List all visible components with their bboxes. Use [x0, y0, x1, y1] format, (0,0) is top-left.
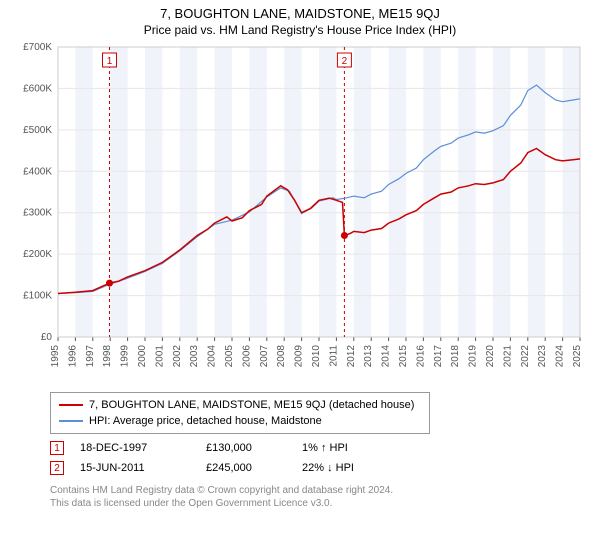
footer-line-1: Contains HM Land Registry data © Crown c…: [50, 484, 590, 497]
legend-label-property: 7, BOUGHTON LANE, MAIDSTONE, ME15 9QJ (d…: [89, 399, 414, 411]
svg-text:2017: 2017: [433, 345, 444, 368]
event-row-2: 2 15-JUN-2011 £245,000 22% ↓ HPI: [50, 458, 590, 478]
svg-text:2008: 2008: [276, 345, 287, 368]
svg-text:2014: 2014: [381, 345, 392, 368]
svg-text:1999: 1999: [120, 345, 131, 368]
svg-text:1995: 1995: [50, 345, 61, 368]
svg-text:2022: 2022: [520, 345, 531, 368]
line-chart-svg: £0 £100K £200K £300K £400K £500K £600K £700K 199…: [10, 41, 590, 381]
svg-text:1996: 1996: [67, 345, 78, 368]
svg-text:2006: 2006: [241, 345, 252, 368]
legend-label-hpi: HPI: Average price, detached house, Maid…: [89, 415, 322, 427]
svg-text:2009: 2009: [294, 345, 305, 368]
svg-text:2025: 2025: [572, 345, 583, 368]
svg-text:£600K: £600K: [23, 83, 52, 94]
svg-text:2005: 2005: [224, 345, 235, 368]
svg-text:£400K: £400K: [23, 166, 52, 177]
event-pct-2: 22% ↓ HPI: [302, 462, 392, 474]
legend-item-property: 7, BOUGHTON LANE, MAIDSTONE, ME15 9QJ (d…: [59, 397, 421, 413]
svg-text:2021: 2021: [502, 345, 513, 368]
svg-text:£700K: £700K: [23, 42, 52, 53]
event-row-1: 1 18-DEC-1997 £130,000 1% ↑ HPI: [50, 438, 590, 458]
svg-text:2023: 2023: [537, 345, 548, 368]
event-marker-2: 2: [50, 461, 64, 475]
svg-text:2016: 2016: [415, 345, 426, 368]
event-marker-1: 1: [50, 441, 64, 455]
svg-text:2015: 2015: [398, 345, 409, 368]
svg-text:2007: 2007: [259, 345, 270, 368]
svg-text:2002: 2002: [172, 345, 183, 368]
svg-text:£0: £0: [41, 332, 53, 343]
svg-text:2003: 2003: [189, 345, 200, 368]
svg-text:2001: 2001: [154, 345, 165, 368]
event-date-2: 15-JUN-2011: [80, 462, 190, 474]
svg-text:2: 2: [342, 56, 348, 67]
chart-title: 7, BOUGHTON LANE, MAIDSTONE, ME15 9QJ: [10, 6, 590, 21]
svg-text:2012: 2012: [346, 345, 357, 368]
svg-text:2024: 2024: [555, 345, 566, 368]
svg-text:2018: 2018: [450, 345, 461, 368]
svg-text:1: 1: [107, 56, 113, 67]
svg-text:1998: 1998: [102, 345, 113, 368]
svg-text:1997: 1997: [85, 345, 96, 368]
svg-text:2020: 2020: [485, 345, 496, 368]
event-price-1: £130,000: [206, 442, 286, 454]
event-table: 1 18-DEC-1997 £130,000 1% ↑ HPI 2 15-JUN…: [50, 438, 590, 478]
svg-text:2010: 2010: [311, 345, 322, 368]
svg-text:2000: 2000: [137, 345, 148, 368]
svg-text:2019: 2019: [468, 345, 479, 368]
svg-text:£100K: £100K: [23, 291, 52, 302]
footer-line-2: This data is licensed under the Open Gov…: [50, 497, 590, 510]
svg-text:2004: 2004: [207, 345, 218, 368]
legend: 7, BOUGHTON LANE, MAIDSTONE, ME15 9QJ (d…: [50, 392, 430, 434]
legend-swatch-property: [59, 404, 83, 406]
svg-text:2011: 2011: [328, 345, 339, 367]
event-price-2: £245,000: [206, 462, 286, 474]
svg-text:£500K: £500K: [23, 125, 52, 136]
svg-text:2013: 2013: [363, 345, 374, 368]
chart-area: £0 £100K £200K £300K £400K £500K £600K £700K 199…: [10, 41, 590, 386]
event-date-1: 18-DEC-1997: [80, 442, 190, 454]
chart-subtitle: Price paid vs. HM Land Registry's House …: [10, 23, 590, 37]
legend-swatch-hpi: [59, 420, 83, 422]
svg-text:£300K: £300K: [23, 208, 52, 219]
event-pct-1: 1% ↑ HPI: [302, 442, 392, 454]
svg-text:£200K: £200K: [23, 249, 52, 260]
legend-item-hpi: HPI: Average price, detached house, Maid…: [59, 413, 421, 429]
footer: Contains HM Land Registry data © Crown c…: [50, 484, 590, 510]
